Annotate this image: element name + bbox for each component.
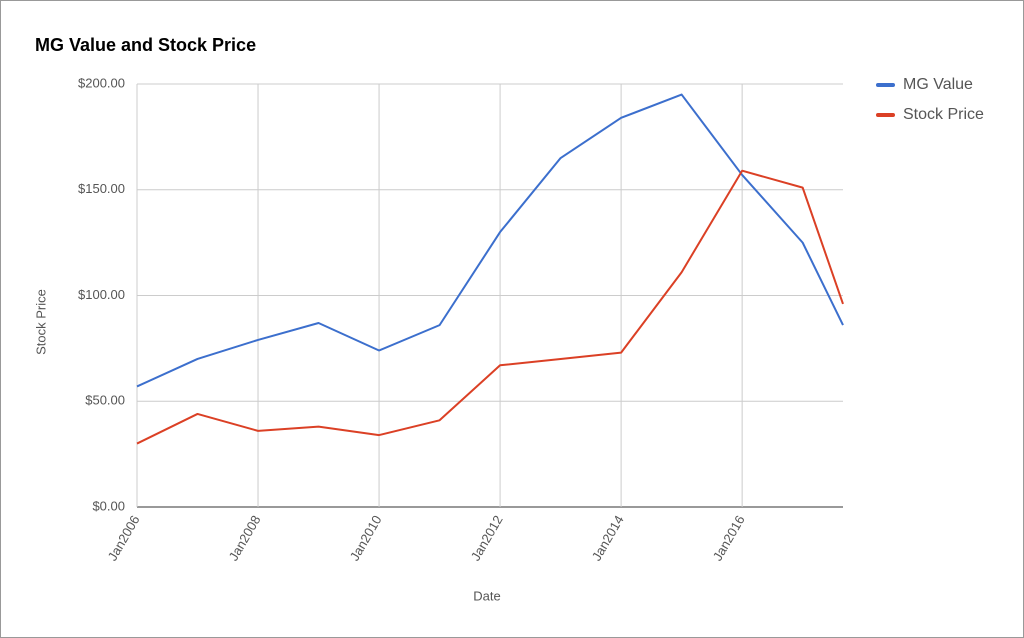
y-axis-title: Stock Price (33, 289, 48, 355)
legend-label: MG Value (903, 76, 973, 93)
y-tick-label: $0.00 (92, 498, 125, 513)
series-line (136, 93, 844, 388)
y-tick-label: $50.00 (85, 393, 125, 408)
y-tick-label: $200.00 (78, 75, 125, 90)
y-tick-label: $150.00 (78, 181, 125, 196)
series-line (136, 169, 844, 445)
chart-title: MG Value and Stock Price (35, 35, 256, 55)
x-axis-title: Date (473, 588, 500, 603)
y-tick-label: $100.00 (78, 287, 125, 302)
legend-label: Stock Price (903, 106, 984, 123)
